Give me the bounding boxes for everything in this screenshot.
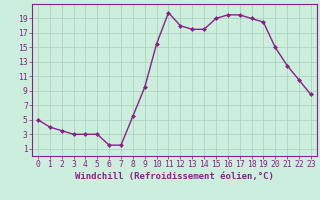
- X-axis label: Windchill (Refroidissement éolien,°C): Windchill (Refroidissement éolien,°C): [75, 172, 274, 181]
